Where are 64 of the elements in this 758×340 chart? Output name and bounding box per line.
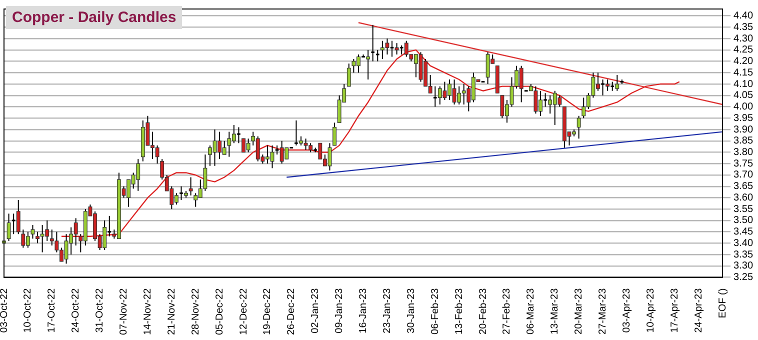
- x-tick-label: 06-Feb-23: [430, 288, 441, 334]
- x-tick-label: 03-Oct-22: [0, 288, 10, 333]
- y-tick-label: 3.85: [734, 136, 754, 147]
- y-tick-label: 3.60: [734, 192, 754, 204]
- x-tick-label: 27-Feb-23: [502, 288, 513, 334]
- x-tick-label: 14-Nov-22: [142, 288, 154, 336]
- y-tick-label: 3.35: [734, 249, 754, 260]
- y-tick-label: 3.70: [734, 170, 754, 181]
- y-tick-label: 3.25: [734, 272, 754, 284]
- x-tick-label: 13-Feb-23: [454, 288, 465, 334]
- x-tick-label: 27-Mar-23: [598, 288, 609, 334]
- x-tick-label: 12-Dec-22: [238, 288, 250, 336]
- y-tick-label: 4.15: [734, 67, 754, 78]
- x-tick-label: 09-Jan-23: [334, 288, 346, 334]
- candlestick: [542, 92, 548, 108]
- y-tick-label: 3.45: [734, 226, 754, 238]
- x-tick-label: 02-Jan-23: [310, 288, 322, 334]
- x-tick-label: 21-Nov-22: [166, 288, 178, 336]
- x-tick-label: EOF (): [717, 288, 728, 318]
- x-tick-label: 20-Feb-23: [478, 288, 489, 334]
- candlestick: [236, 126, 242, 144]
- x-tick-label: 19-Dec-22: [262, 288, 274, 336]
- candlestick: [600, 78, 606, 96]
- y-tick-label: 3.55: [734, 204, 754, 215]
- y-tick-label: 4.25: [734, 44, 754, 56]
- y-tick-label: 4.35: [734, 22, 754, 33]
- chart-title: Copper - Daily Candles: [6, 6, 182, 29]
- x-tick-label: 24-Apr-23: [693, 288, 704, 333]
- y-tick-label: 3.75: [734, 158, 754, 170]
- candlestick: [11, 213, 16, 235]
- x-tick-label: 20-Mar-23: [574, 288, 585, 334]
- x-tick-label: 10-Apr-23: [645, 288, 656, 333]
- y-tick-label: 3.40: [734, 238, 754, 249]
- x-tick-label: 17-Apr-23: [669, 288, 680, 333]
- y-tick-label: 4.40: [734, 10, 754, 22]
- x-tick-label: 03-Apr-23: [621, 288, 632, 333]
- candlestick: [294, 120, 299, 146]
- y-tick-label: 3.30: [734, 260, 754, 272]
- x-tick-label: 28-Nov-22: [190, 288, 202, 336]
- y-tick-label: 3.90: [734, 124, 754, 136]
- y-tick-label: 3.80: [734, 147, 754, 158]
- x-tick-label: 26-Dec-22: [286, 288, 298, 336]
- x-tick-label: 07-Nov-22: [118, 288, 130, 336]
- y-tick-label: 3.50: [734, 215, 754, 226]
- y-tick-label: 4.05: [734, 90, 754, 102]
- y-tick-label: 3.95: [734, 112, 754, 124]
- y-tick-label: 4.10: [734, 78, 754, 90]
- x-tick-label: 30-Jan-23: [406, 288, 417, 334]
- y-tick-label: 3.65: [734, 181, 754, 192]
- x-tick-label: 24-Oct-22: [70, 288, 82, 333]
- candlestick: [274, 144, 280, 156]
- x-tick-label: 06-Mar-23: [526, 288, 537, 334]
- x-tick-label: 17-Oct-22: [46, 288, 58, 333]
- x-tick-label: 05-Dec-22: [214, 288, 226, 336]
- x-tick-label: 31-Oct-22: [94, 288, 106, 333]
- candlestick: [390, 40, 394, 58]
- y-tick-label: 4.20: [734, 56, 754, 68]
- x-tick-label: 13-Mar-23: [550, 288, 561, 334]
- x-tick-label: 10-Oct-22: [22, 288, 34, 333]
- candlestick: [178, 186, 184, 200]
- y-tick-label: 4.00: [734, 102, 754, 113]
- x-tick-label: 23-Jan-23: [382, 288, 393, 334]
- y-tick-label: 4.30: [734, 33, 754, 44]
- x-tick-label: 16-Jan-23: [358, 288, 370, 334]
